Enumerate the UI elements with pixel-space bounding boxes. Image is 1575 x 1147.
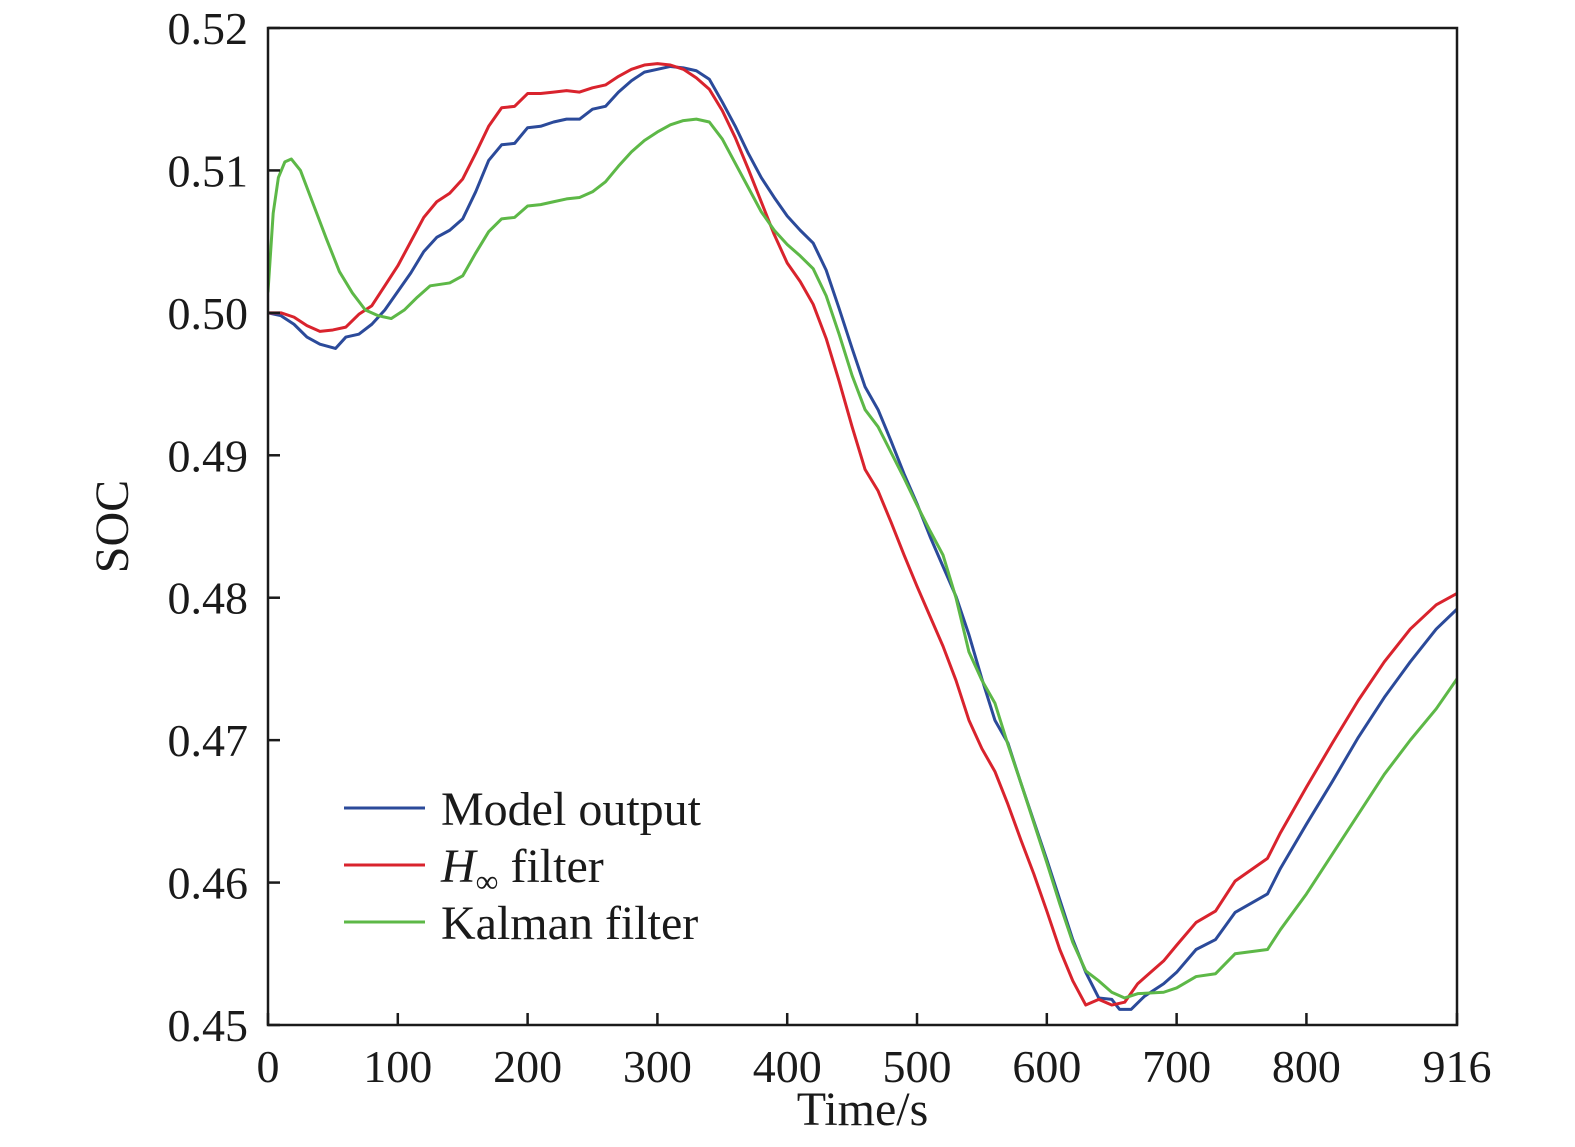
y-tick-label: 0.47 [168,715,249,766]
x-tick-label: 200 [493,1041,562,1092]
legend-label-main: Model output [441,783,702,836]
y-tick-label: 0.51 [168,145,249,196]
x-tick-label: 800 [1272,1041,1341,1092]
legend-label-main: Kalman filter [441,897,698,950]
legend-label-2: H∞ filter [440,840,604,899]
plot-frame [266,26,1459,1027]
legend-label-main: H [440,840,478,893]
x-tick-label: 0 [257,1041,280,1092]
series-layer [268,62,1457,1011]
y-tick-label: 0.52 [168,3,249,54]
y-tick-label: 0.49 [168,430,249,481]
series-line-2 [268,62,1457,1007]
series-line-3 [268,117,1457,1000]
x-tick-label: 100 [363,1041,432,1092]
y-tick-label: 0.46 [168,858,249,909]
x-tick-label: 700 [1142,1041,1211,1092]
x-tick-label: 916 [1423,1041,1492,1092]
x-tick-label: 300 [623,1041,692,1092]
y-tick-label: 0.48 [168,573,249,624]
x-tick-label: 400 [753,1041,822,1092]
legend-label-subscript: ∞ [476,863,499,899]
x-axis-title: Time/s [797,1083,929,1136]
x-tick-label: 600 [1012,1041,1081,1092]
legend-label-rest: filter [498,840,603,893]
y-tick-label: 0.50 [168,288,249,339]
legend-label-3: Kalman filter [441,897,698,950]
x-tick-label: 500 [883,1041,952,1092]
y-tick-label: 0.45 [168,1000,249,1051]
axis-ticks: 0 100 200 300 400 500 600 700 800 916 0.45 0.46 0.47… [168,3,1492,1092]
y-axis-title: SOC [86,480,139,573]
legend-label-1: Model output [441,783,702,836]
